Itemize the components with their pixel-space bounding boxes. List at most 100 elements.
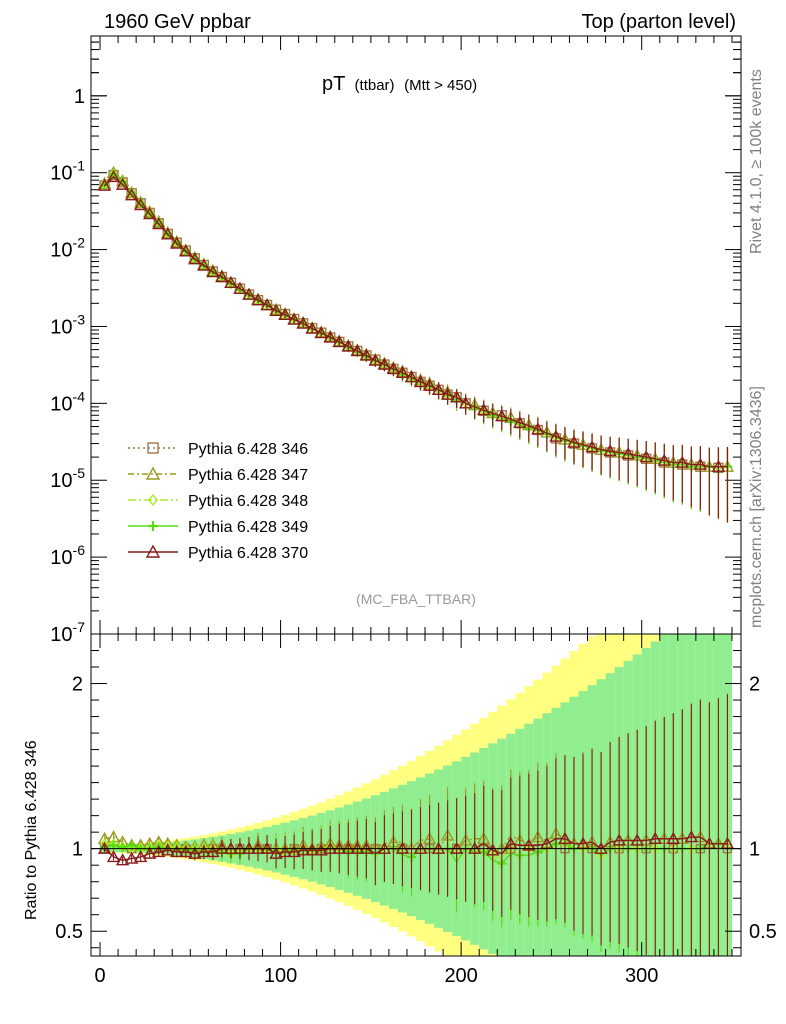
data-point bbox=[215, 270, 229, 283]
data-point bbox=[188, 252, 202, 265]
ratio-y-label: Ratio to Pythia 6.428 346 bbox=[23, 740, 40, 920]
data-point bbox=[621, 446, 635, 460]
plot-title-main: pT bbox=[322, 73, 345, 95]
data-point bbox=[124, 851, 139, 864]
data-point bbox=[305, 843, 319, 856]
tick-exp: -5 bbox=[73, 465, 86, 481]
main-series bbox=[97, 165, 735, 524]
data-point bbox=[549, 429, 563, 442]
data-point bbox=[260, 298, 274, 311]
main-y-tick-label: 10-1 bbox=[50, 158, 85, 185]
data-point bbox=[612, 833, 626, 846]
series-line bbox=[104, 171, 728, 468]
data-point bbox=[269, 303, 283, 316]
data-point bbox=[522, 838, 536, 851]
legend-label: Pythia 6.428 346 bbox=[188, 441, 308, 458]
data-point bbox=[675, 455, 690, 468]
data-point bbox=[224, 275, 238, 288]
x-tick-label: 200 bbox=[444, 965, 477, 987]
data-point bbox=[395, 365, 410, 378]
data-point bbox=[368, 353, 383, 366]
data-point bbox=[305, 321, 319, 334]
tick-exp: -1 bbox=[73, 158, 86, 174]
data-point bbox=[179, 244, 193, 257]
main-y-tick-labels: 10-710-610-510-410-310-210-11 bbox=[50, 86, 85, 646]
data-point bbox=[287, 845, 301, 858]
tick-base: 10 bbox=[50, 163, 72, 185]
ratio-ticks bbox=[91, 634, 741, 956]
main-y-tick-label: 10-2 bbox=[50, 235, 85, 262]
tick-base: 10 bbox=[50, 547, 72, 569]
data-point bbox=[161, 843, 175, 856]
main-y-ticks bbox=[91, 35, 741, 635]
ratio-y-tick-label-right: 1 bbox=[749, 839, 760, 861]
main-plot: 10-710-610-510-410-310-210-11 bbox=[50, 35, 742, 646]
tick-base: 10 bbox=[50, 393, 72, 415]
series-line bbox=[104, 174, 728, 469]
tick-base: 10 bbox=[50, 470, 72, 492]
series-pythia-6.428-370 bbox=[97, 170, 729, 522]
data-point bbox=[711, 459, 726, 472]
data-point bbox=[603, 444, 617, 457]
ratio-y-tick-label-left: 1 bbox=[72, 839, 83, 861]
header-left: 1960 GeV ppbar bbox=[104, 11, 251, 33]
x-tick-label: 0 bbox=[94, 965, 105, 987]
data-point bbox=[145, 544, 161, 558]
data-point bbox=[133, 198, 148, 211]
x-tick-label: 300 bbox=[625, 965, 658, 987]
tick-exp: -3 bbox=[73, 311, 86, 327]
side-label-bottom: mcplots.cern.ch [arXiv:1306.3436] bbox=[748, 386, 765, 628]
data-point bbox=[206, 845, 220, 858]
data-point bbox=[188, 846, 202, 859]
plot-title: pT (ttbar) (Mtt > 450) bbox=[322, 73, 477, 95]
data-point bbox=[513, 415, 527, 428]
data-point bbox=[124, 188, 139, 201]
tick-base: 10 bbox=[50, 316, 72, 338]
data-point bbox=[458, 396, 473, 409]
data-point bbox=[97, 178, 112, 191]
tick-base: 10 bbox=[50, 240, 72, 262]
data-point bbox=[179, 845, 193, 858]
data-point bbox=[341, 339, 355, 352]
ratio-y-tick-label-right: 0.5 bbox=[749, 921, 777, 943]
data-point bbox=[314, 843, 328, 856]
main-y-tick-label: 10-7 bbox=[50, 619, 85, 646]
data-point bbox=[567, 435, 581, 448]
data-point bbox=[161, 227, 175, 240]
side-label-top: Rivet 4.1.0, ≥ 100k events bbox=[748, 69, 765, 254]
data-point bbox=[197, 845, 211, 858]
ratio-y-tick-label-left: 2 bbox=[72, 674, 83, 696]
data-point bbox=[323, 330, 337, 343]
series-line bbox=[104, 173, 728, 468]
ratio-y-tick-labels: 0.5 0.5 1 1 2 2 bbox=[55, 674, 777, 944]
legend-item: Pythia 6.428 347 bbox=[128, 466, 308, 484]
data-point bbox=[332, 334, 346, 348]
tick-exp: -2 bbox=[73, 235, 86, 251]
tick-exp: -7 bbox=[73, 619, 86, 635]
series-line bbox=[104, 176, 728, 468]
data-point bbox=[251, 293, 265, 306]
data-point bbox=[152, 217, 166, 230]
series-line bbox=[104, 173, 728, 468]
data-point bbox=[115, 177, 130, 190]
legend-label: Pythia 6.428 347 bbox=[188, 467, 308, 484]
data-point bbox=[477, 403, 491, 416]
data-point bbox=[287, 312, 301, 325]
x-tick-labels: 0 100 200 300 bbox=[94, 965, 658, 987]
ratio-plot: 0.5 0.5 1 1 2 2 0 100 200 300 bbox=[55, 633, 777, 987]
data-point bbox=[386, 362, 401, 375]
data-point bbox=[296, 843, 310, 856]
data-point bbox=[147, 442, 159, 454]
legend-item: Pythia 6.428 349 bbox=[128, 519, 308, 536]
legend-label: Pythia 6.428 370 bbox=[188, 545, 308, 562]
data-point bbox=[440, 387, 455, 400]
data-point bbox=[269, 846, 283, 859]
data-point bbox=[531, 422, 545, 435]
legend-item: Pythia 6.428 346 bbox=[128, 441, 308, 458]
data-point bbox=[170, 845, 184, 858]
data-point bbox=[648, 831, 662, 844]
data-point bbox=[486, 843, 500, 856]
data-point bbox=[242, 287, 256, 300]
data-point bbox=[666, 831, 680, 844]
